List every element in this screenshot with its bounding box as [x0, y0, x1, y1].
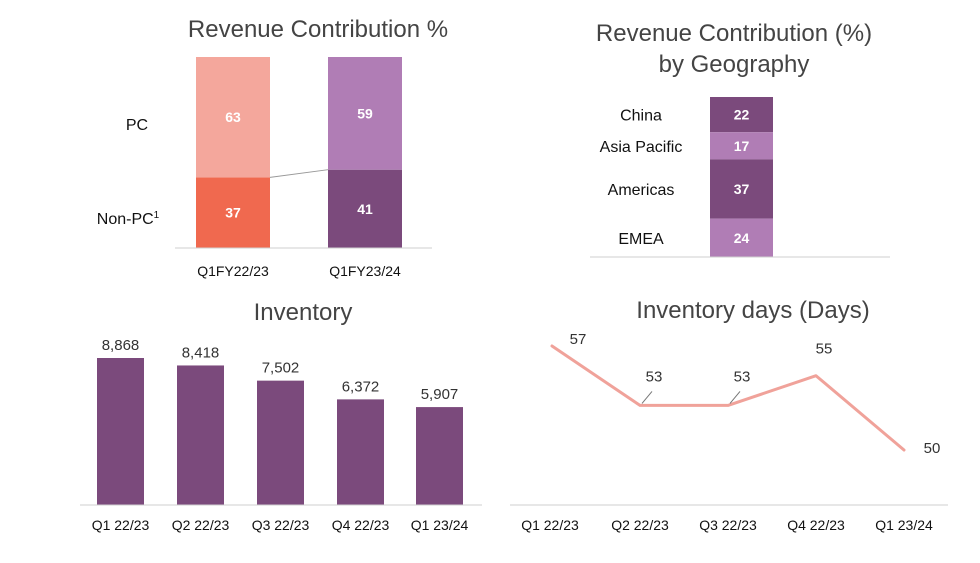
inventory-days-value-label-5: 50 [924, 440, 941, 457]
category-tick-1: Q1FY22/23 [197, 263, 269, 279]
inventory-value-label-5: 5,907 [421, 386, 459, 403]
inventory-days-category-tick-1: Q1 22/23 [521, 517, 579, 533]
inventory-days-value-label-3: 53 [734, 368, 751, 385]
inventory-bar-4 [337, 399, 384, 505]
pc-value-label-2: 59 [357, 105, 373, 121]
inventory-value-label-2: 8,418 [182, 344, 220, 361]
non-pc-value-label-1: 37 [225, 205, 241, 221]
geo-region-label-3: Americas [608, 182, 675, 199]
geo-segment-4 [710, 218, 773, 257]
inventory-days-line [550, 344, 906, 452]
geography-title-line1: Revenue Contribution (%) [596, 20, 872, 47]
category-tick-2: Q1FY23/24 [329, 263, 401, 279]
inventory-bar-3 [257, 380, 304, 505]
inventory-category-tick-4: Q4 22/23 [332, 517, 390, 533]
non-pc-row-label-text: Non-PC [97, 211, 154, 228]
geography-title-line2: by Geography [659, 51, 810, 78]
inventory-bar-1 [97, 358, 144, 505]
pc-bar-2 [328, 57, 402, 170]
revenue-contribution-chart: Revenue Contribution % PC Non-PC1 37 63 Q1… [97, 16, 448, 279]
non-pc-bar-1 [196, 177, 270, 248]
inventory-days-title: Inventory days (Days) [636, 297, 869, 324]
inventory-category-tick-3: Q3 22/23 [252, 517, 310, 533]
revenue-contribution-title: Revenue Contribution % [188, 16, 448, 43]
inventory-days-value-label-1: 57 [570, 331, 587, 348]
inventory-days-chart: Inventory days (Days) 57 Q1 22/23 53 Q2 22/… [510, 297, 948, 533]
inventory-bar-5 [416, 407, 463, 505]
pc-row-label: PC [126, 117, 148, 134]
inventory-days-value-label-2: 53 [646, 368, 663, 385]
inventory-days-category-tick-3: Q3 22/23 [699, 517, 757, 533]
inventory-category-tick-1: Q1 22/23 [92, 517, 150, 533]
geo-value-label-4: 24 [734, 230, 750, 246]
inventory-value-label-4: 6,372 [342, 378, 380, 395]
inventory-days-category-tick-4: Q4 22/23 [787, 517, 845, 533]
inventory-title: Inventory [254, 299, 353, 326]
geo-segment-3 [710, 159, 773, 219]
geo-region-label-2: Asia Pacific [600, 139, 683, 156]
inventory-chart: Inventory 8,868 Q1 22/23 8,418 Q2 22/23 7,50… [80, 299, 482, 533]
geo-segment-2 [710, 132, 773, 160]
non-pc-row-label: Non-PC1 [97, 210, 160, 228]
pc-value-label-1: 63 [225, 109, 241, 125]
inventory-days-leader-3 [729, 391, 741, 404]
inventory-days-leader-2 [641, 391, 653, 404]
pc-bar-1 [196, 57, 270, 178]
geo-region-label-1: China [620, 108, 662, 125]
geo-value-label-3: 37 [734, 181, 750, 197]
inventory-days-category-tick-5: Q1 23/24 [875, 517, 933, 533]
inventory-days-value-label-4: 55 [816, 341, 833, 358]
geo-value-label-2: 17 [734, 138, 750, 154]
non-pc-bar-2 [328, 169, 402, 248]
geo-segment-1 [710, 97, 773, 133]
non-pc-value-label-2: 41 [357, 201, 373, 217]
non-pc-footnote-marker: 1 [154, 210, 160, 221]
inventory-value-label-3: 7,502 [262, 360, 300, 377]
inventory-value-label-1: 8,868 [102, 337, 140, 354]
geo-region-label-4: EMEA [618, 231, 664, 248]
inventory-category-tick-5: Q1 23/24 [411, 517, 469, 533]
inventory-category-tick-2: Q2 22/23 [172, 517, 230, 533]
geography-chart: Revenue Contribution (%) by Geography 22… [590, 20, 890, 258]
inventory-bar-2 [177, 365, 224, 505]
inventory-days-category-tick-2: Q2 22/23 [611, 517, 669, 533]
non-pc-connector-line [269, 169, 329, 178]
geo-value-label-1: 22 [734, 107, 750, 123]
